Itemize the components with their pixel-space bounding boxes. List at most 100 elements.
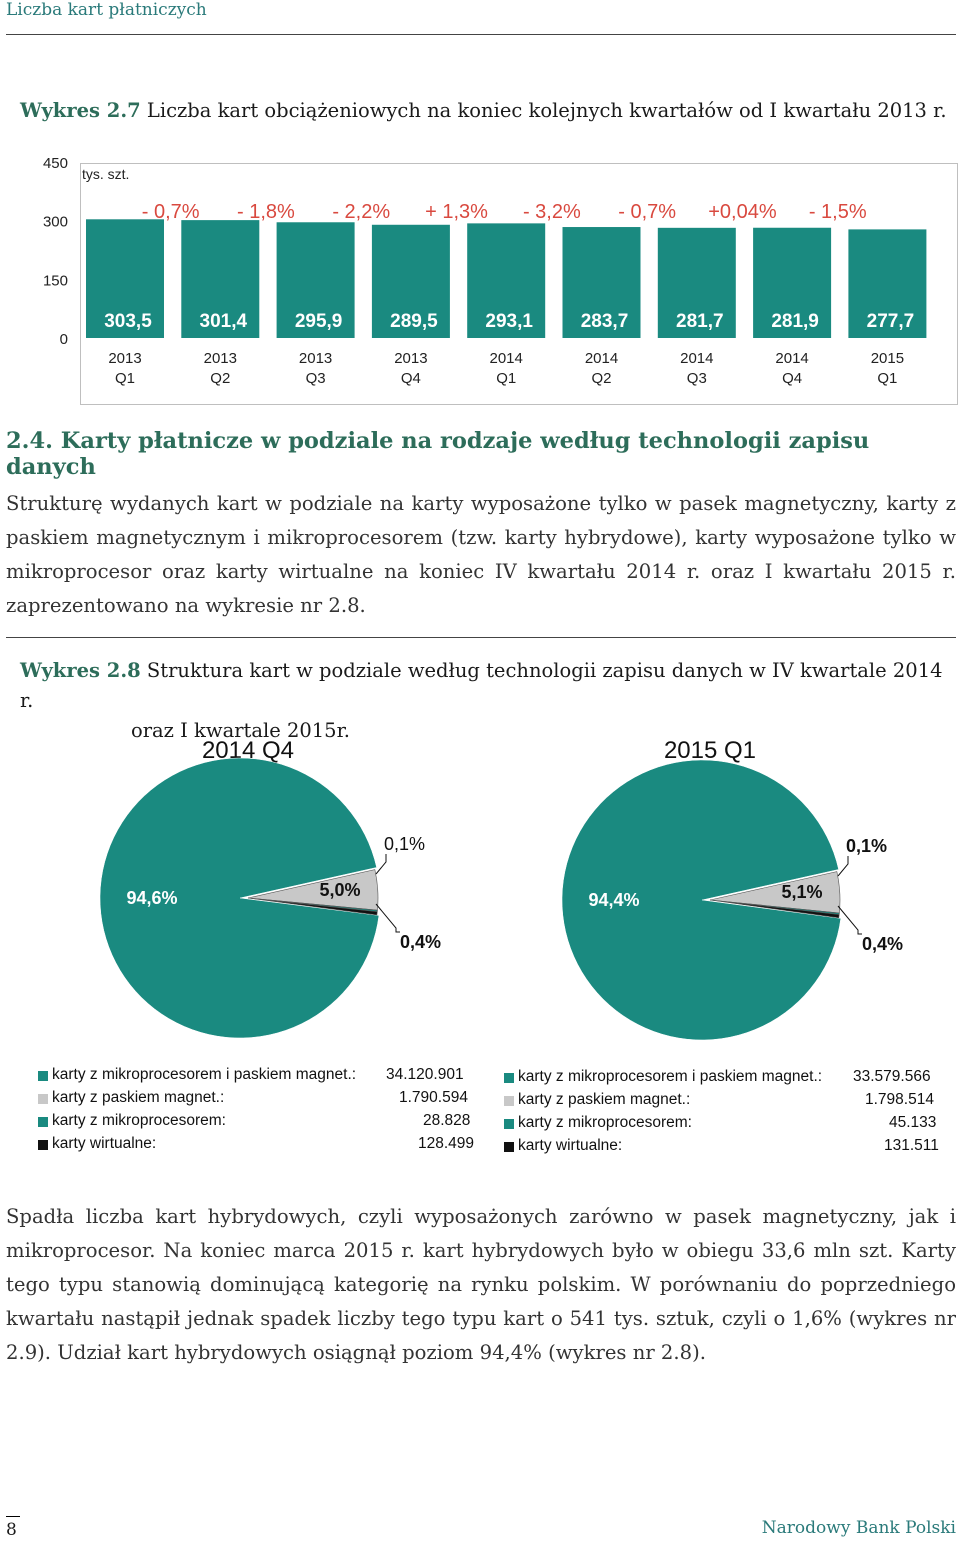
legend-value: 1.798.514	[865, 1091, 934, 1108]
legend-value: 131.511	[884, 1137, 939, 1154]
x-tick-quarter: Q1	[115, 370, 135, 387]
paragraph-structure-intro: Strukturę wydanych kart w podziale na ka…	[6, 492, 956, 617]
bar	[562, 227, 641, 338]
footer-rule	[6, 1516, 20, 1517]
pie-slice-label: 0,1%	[846, 836, 887, 856]
legend-label: karty z paskiem magnet.:	[52, 1089, 225, 1106]
legend-value: 128.499	[418, 1135, 475, 1152]
bar-value-label: 277,7	[867, 311, 915, 332]
x-tick-quarter: Q4	[401, 370, 421, 387]
x-tick-year: 2013	[299, 350, 332, 367]
bar	[86, 219, 164, 338]
bar-chart: 0 150 300 450 tys. szt. 303,5 2013 Q1 301,4 2013 Q…	[43, 155, 927, 387]
y-unit-label: tys. szt.	[82, 166, 129, 182]
pie-slice-label: 0,1%	[384, 834, 425, 854]
figure-2-8-title-line1: Struktura kart w podziale według technol…	[20, 659, 943, 712]
legend-label: karty z mikroprocesorem:	[52, 1112, 226, 1129]
legend-value: 45.133	[889, 1114, 937, 1131]
legend-label: karty z mikroprocesorem i paskiem magnet…	[52, 1066, 357, 1083]
legend-swatch	[38, 1071, 48, 1081]
change-label: - 3,2%	[523, 201, 581, 223]
change-label: - 2,2%	[332, 201, 390, 223]
x-tick-quarter: Q2	[210, 370, 230, 387]
change-label: +0,04%	[708, 201, 777, 223]
bar	[276, 222, 355, 338]
legend-swatch	[38, 1094, 48, 1104]
x-tick-quarter: Q4	[782, 370, 802, 387]
figure-2-8-title-line2: oraz I kwartale 2015r.	[131, 719, 350, 742]
bar	[657, 227, 736, 338]
change-label: - 0,7%	[142, 201, 200, 223]
x-tick-quarter: Q3	[687, 370, 707, 387]
x-tick-year: 2013	[108, 350, 141, 367]
legend-value: 33.579.566	[853, 1068, 931, 1085]
legend-value: 1.790.594	[399, 1089, 468, 1106]
x-tick-year: 2013	[204, 350, 237, 367]
figure-2-7-prefix: Wykres 2.7	[20, 99, 141, 122]
bar	[467, 223, 546, 338]
bar-value-label: 289,5	[390, 311, 438, 332]
leader-line	[837, 905, 862, 935]
figure-2-8-caption: Wykres 2.8 Struktura kart w podziale wed…	[20, 656, 960, 746]
pie-title: 2015 Q1	[664, 737, 756, 764]
bar	[181, 220, 260, 338]
x-tick-quarter: Q1	[496, 370, 516, 387]
legend-label: karty wirtualne:	[52, 1135, 157, 1152]
pie-slice-label: 94,4%	[588, 890, 639, 910]
bar	[848, 229, 927, 338]
bar-value-label: 283,7	[581, 311, 629, 332]
bar-chart-plot-frame	[80, 163, 958, 405]
footer-brand: Narodowy Bank Polski	[761, 1518, 956, 1538]
legend-swatch	[38, 1117, 48, 1127]
change-label: - 1,8%	[237, 201, 295, 223]
legend-2015-q1: karty z mikroprocesorem i paskiem magnet…	[504, 1068, 950, 1164]
pie-slice-hybrid	[561, 759, 842, 1041]
legend-swatch	[504, 1073, 514, 1083]
header-rule	[6, 34, 956, 35]
x-tick-year: 2015	[871, 350, 904, 367]
paragraph-hybrid-cards: Spadła liczba kart hybrydowych, czyli wy…	[6, 1205, 956, 1364]
change-label: - 1,5%	[809, 201, 867, 223]
legend-label: karty z mikroprocesorem:	[518, 1114, 692, 1131]
bar-value-label: 281,7	[676, 311, 724, 332]
bar	[753, 227, 832, 338]
figure-2-8-prefix: Wykres 2.8	[20, 659, 141, 682]
legend-swatch	[504, 1142, 514, 1152]
x-tick-quarter: Q3	[306, 370, 326, 387]
x-tick-year: 2014	[585, 350, 618, 367]
x-tick-quarter: Q2	[591, 370, 611, 387]
pie-slice-hybrid	[99, 757, 380, 1039]
bar-value-label: 293,1	[485, 311, 533, 332]
bar-value-label: 303,5	[104, 311, 152, 332]
bar	[371, 224, 450, 338]
page-number: 8	[6, 1520, 17, 1540]
y-tick-label: 300	[43, 214, 68, 231]
x-tick-quarter: Q1	[877, 370, 897, 387]
section-heading: 2.4. Karty płatnicze w podziale na rodza…	[6, 428, 870, 480]
legend-label: karty wirtualne:	[518, 1137, 623, 1154]
pie-slice-label: 5,0%	[319, 880, 360, 900]
pie-slice-virtual	[709, 899, 840, 919]
pie-slice-label: 0,4%	[400, 932, 441, 952]
pie-slice-virtual	[247, 897, 378, 916]
y-tick-label: 450	[43, 155, 68, 172]
legend-2014-q4: karty z mikroprocesorem i paskiem magnet…	[38, 1066, 478, 1162]
figure-2-7-title: Liczba kart obciążeniowych na koniec kol…	[140, 99, 947, 122]
legend-label: karty z paskiem magnet.:	[518, 1091, 691, 1108]
pie-slice-label: 5,1%	[781, 882, 822, 902]
legend-swatch	[38, 1140, 48, 1150]
x-tick-year: 2014	[680, 350, 713, 367]
leader-line	[375, 854, 387, 875]
pie-slice-label: 0,4%	[862, 934, 903, 954]
change-label: - 0,7%	[618, 201, 676, 223]
leader-line	[837, 856, 849, 877]
legend-swatch	[504, 1096, 514, 1106]
pie-slice-label: 94,6%	[126, 888, 177, 908]
x-tick-year: 2013	[394, 350, 427, 367]
legend-value: 28.828	[423, 1112, 471, 1129]
y-tick-label: 0	[60, 331, 68, 348]
figure-rule	[6, 637, 956, 638]
figure-2-7-caption: Wykres 2.7 Liczba kart obciążeniowych na…	[20, 99, 947, 122]
leader-line	[375, 903, 400, 933]
